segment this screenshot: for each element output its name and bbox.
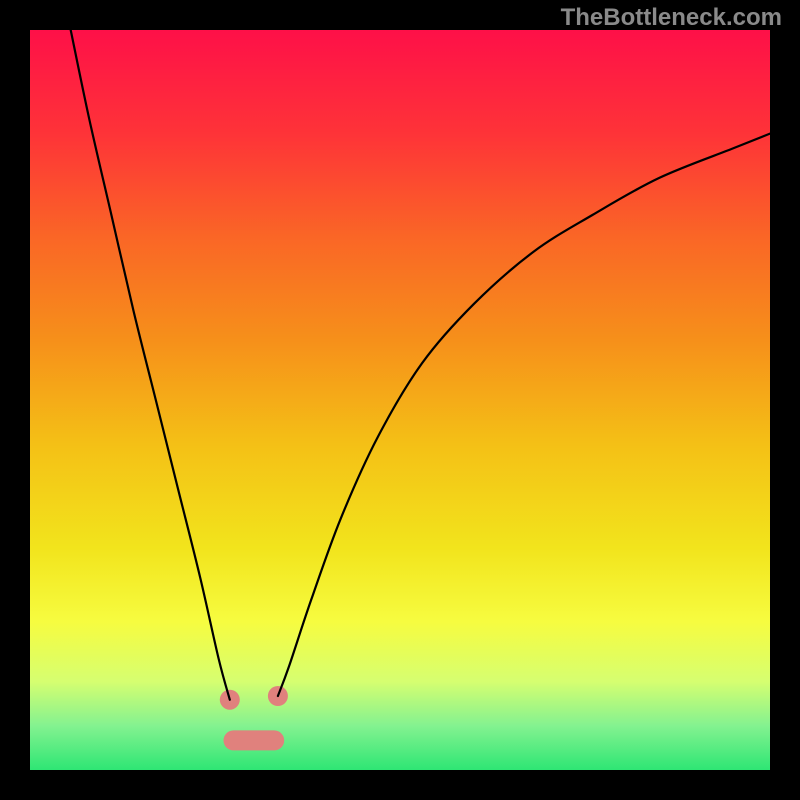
watermark-text: TheBottleneck.com (561, 4, 782, 32)
gradient-background (30, 30, 770, 770)
chart-container: TheBottleneck.com (0, 0, 800, 800)
bottleneck-curve-chart (0, 0, 800, 800)
